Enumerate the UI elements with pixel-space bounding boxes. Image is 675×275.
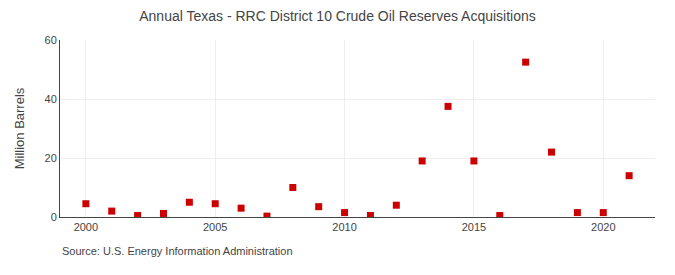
svg-text:2015: 2015 xyxy=(462,221,486,233)
svg-text:40: 40 xyxy=(45,93,57,105)
svg-text:2010: 2010 xyxy=(332,221,356,233)
svg-text:60: 60 xyxy=(45,34,57,46)
svg-text:0: 0 xyxy=(51,211,57,223)
svg-text:Annual Texas - RRC District 10: Annual Texas - RRC District 10 Crude Oil… xyxy=(139,8,536,24)
svg-text:Source: U.S. Energy Informatio: Source: U.S. Energy Information Administ… xyxy=(62,245,293,257)
svg-text:2005: 2005 xyxy=(203,221,227,233)
svg-text:20: 20 xyxy=(45,152,57,164)
svg-text:Million Barrels: Million Barrels xyxy=(12,87,27,169)
svg-text:2020: 2020 xyxy=(591,221,615,233)
svg-text:2000: 2000 xyxy=(74,221,98,233)
